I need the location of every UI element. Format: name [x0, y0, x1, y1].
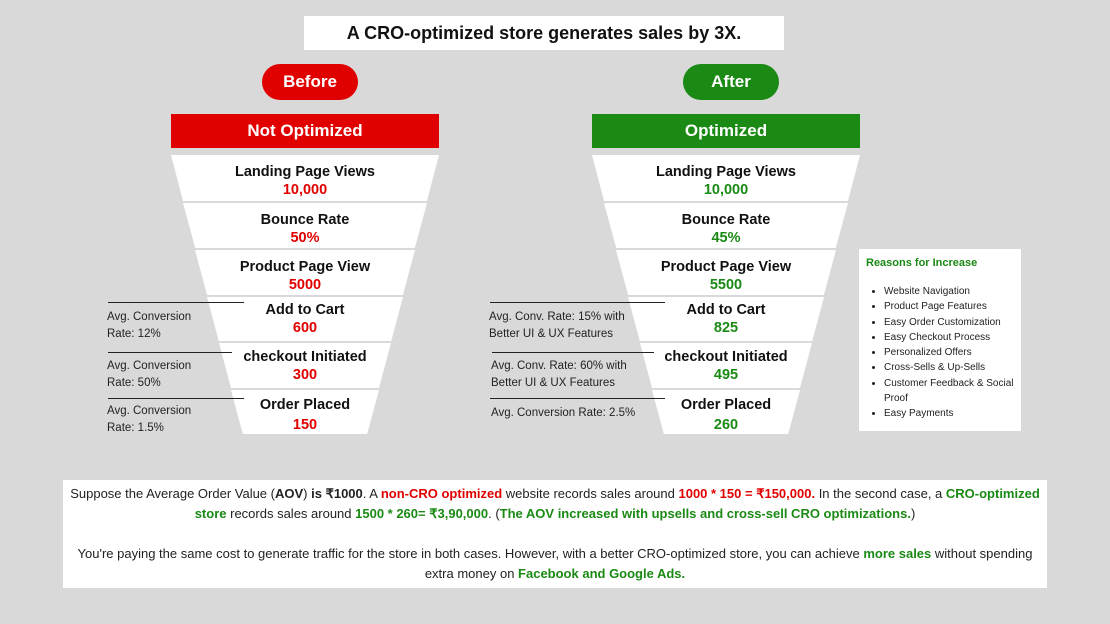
stage-value: 825 — [713, 320, 739, 336]
note-line: Avg. Conversion — [107, 360, 192, 372]
summary-box: Suppose the Average Order Value (AOV) is… — [63, 480, 1047, 588]
after-stage-bounce: Bounce Rate 45% — [604, 203, 848, 248]
note-line: Rate: 1.5% — [107, 422, 164, 434]
aov-term: AOV — [274, 486, 304, 501]
after-note-1: Avg. Conv. Rate: 15% with Better UI & UX… — [489, 309, 625, 343]
stage-value: 10,000 — [282, 182, 328, 198]
after-note-2: Avg. Conv. Rate: 60% with Better UI & UX… — [491, 358, 627, 392]
reasons-list: Website Navigation Product Page Features… — [859, 284, 1024, 422]
stage-value: 600 — [292, 320, 318, 336]
reason-item: Product Page Features — [884, 299, 1024, 314]
cro-sales: 1500 * 260= ₹3,90,000 — [355, 506, 489, 521]
before-note-2: Avg. Conversion Rate: 50% — [107, 358, 191, 392]
note-line: Rate: 50% — [107, 377, 161, 389]
before-note-line-2 — [108, 352, 232, 353]
after-stage-landing: Landing Page Views 10,000 — [592, 155, 860, 201]
stage-label: Landing Page Views — [656, 164, 796, 180]
summary-text: In the second case, a — [815, 486, 946, 501]
stage-label: Order Placed — [259, 397, 351, 413]
not-optimized-header: Not Optimized — [171, 114, 439, 148]
after-stage-checkout: checkout Initiated 495 — [640, 343, 812, 388]
stage-value: 150 — [292, 417, 318, 433]
note-line: Avg. Conv. Rate: 15% with — [489, 311, 625, 323]
note-line: Better UI & UX Features — [489, 328, 613, 340]
after-note-line-1 — [490, 302, 665, 303]
ads-term: Facebook and Google Ads. — [518, 566, 686, 581]
stage-value: 10,000 — [703, 182, 749, 198]
stage-value: 5000 — [288, 277, 322, 293]
before-note-line-3 — [108, 398, 244, 399]
optimized-header: Optimized — [592, 114, 860, 148]
note-line: Avg. Conversion Rate: 2.5% — [491, 407, 636, 419]
reasons-title: Reasons for Increase — [866, 257, 978, 269]
before-note-1: Avg. Conversion Rate: 12% — [107, 309, 191, 343]
summary-text: . A — [362, 486, 381, 501]
note-line: Avg. Conv. Rate: 60% with — [491, 360, 627, 372]
page-title: A CRO-optimized store generates sales by… — [304, 16, 784, 50]
summary-text: You're paying the same cost to generate … — [77, 546, 864, 561]
after-stage-order: Order Placed 260 — [652, 390, 800, 434]
stage-label: checkout Initiated — [243, 349, 367, 365]
before-stage-bounce: Bounce Rate 50% — [183, 203, 427, 248]
summary-text: without spending extra money on — [424, 546, 1033, 581]
non-cro-sales: 1000 * 150 = ₹150,000. — [678, 486, 816, 501]
note-line: Rate: 12% — [107, 328, 161, 340]
note-line: Avg. Conversion — [107, 405, 192, 417]
stage-label: checkout Initiated — [664, 349, 788, 365]
before-note-3: Avg. Conversion Rate: 1.5% — [107, 403, 191, 437]
reason-item: Easy Payments — [884, 406, 1024, 421]
summary-paragraph-1: Suppose the Average Order Value (AOV) is… — [63, 484, 1047, 524]
non-cro-term: non-CRO optimized — [380, 486, 503, 501]
after-stage-product: Product Page View 5500 — [616, 250, 836, 295]
before-stage-order: Order Placed 150 — [231, 390, 379, 434]
summary-text: ) — [303, 486, 312, 501]
reason-item: Personalized Offers — [884, 345, 1024, 360]
stage-value: 45% — [711, 230, 741, 246]
stage-label: Bounce Rate — [260, 212, 350, 228]
after-stage-cart: Add to Cart 825 — [628, 297, 824, 341]
before-stage-checkout: checkout Initiated 300 — [219, 343, 391, 388]
reason-item: Cross-Sells & Up-Sells — [884, 360, 1024, 375]
note-line: Avg. Conversion — [107, 311, 192, 323]
before-note-line-1 — [108, 302, 244, 303]
summary-text: records sales around — [226, 506, 356, 521]
note-line: Better UI & UX Features — [491, 377, 615, 389]
before-pill: Before — [262, 64, 358, 100]
stage-label: Landing Page Views — [235, 164, 375, 180]
stage-label: Bounce Rate — [681, 212, 771, 228]
summary-text: . ( — [488, 506, 500, 521]
before-stage-product: Product Page View 5000 — [195, 250, 415, 295]
summary-text: Suppose the Average Order Value ( — [70, 486, 275, 501]
before-stage-landing: Landing Page Views 10,000 — [171, 155, 439, 201]
reason-item: Customer Feedback & Social Proof — [884, 376, 1024, 407]
reasons-panel: Reasons for Increase Website Navigation … — [859, 249, 1021, 431]
after-note-line-2 — [492, 352, 654, 353]
reason-item: Easy Order Customization — [884, 315, 1024, 330]
summary-text: ) — [910, 506, 916, 521]
after-note-3: Avg. Conversion Rate: 2.5% — [491, 405, 635, 422]
stage-label: Order Placed — [680, 397, 772, 413]
after-note-line-3 — [490, 398, 665, 399]
stage-label: Product Page View — [660, 259, 792, 275]
stage-value: 260 — [713, 417, 739, 433]
stage-label: Product Page View — [239, 259, 371, 275]
summary-text: website records sales around — [502, 486, 679, 501]
stage-value: 495 — [713, 367, 739, 383]
cro-term: CRO-optimized store — [194, 486, 1040, 521]
reason-item: Website Navigation — [884, 284, 1024, 299]
before-stage-cart: Add to Cart 600 — [207, 297, 403, 341]
more-sales-term: more sales — [863, 546, 932, 561]
stage-label: Add to Cart — [686, 302, 766, 318]
stage-value: 50% — [290, 230, 320, 246]
stage-value: 5500 — [709, 277, 743, 293]
reason-item: Easy Checkout Process — [884, 330, 1024, 345]
aov-value: is ₹1000 — [311, 486, 363, 501]
after-pill: After — [683, 64, 779, 100]
stage-label: Add to Cart — [265, 302, 345, 318]
aov-increase-note: The AOV increased with upsells and cross… — [499, 506, 911, 521]
stage-value: 300 — [292, 367, 318, 383]
summary-paragraph-2: You're paying the same cost to generate … — [63, 544, 1047, 584]
